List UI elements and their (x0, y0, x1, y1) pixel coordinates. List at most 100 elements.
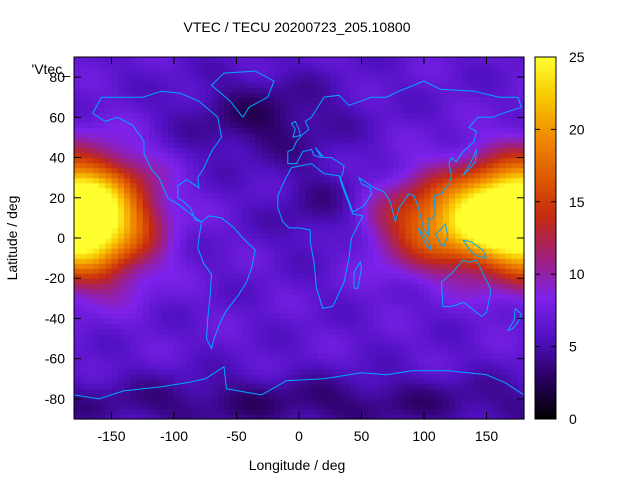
heatmap-cell (211, 343, 219, 350)
heatmap-cell (274, 328, 281, 335)
heatmap-cell (186, 328, 194, 335)
heatmap-cell (267, 72, 275, 78)
heatmap-cell (361, 393, 369, 400)
heatmap-cell (417, 102, 425, 108)
heatmap-cell (317, 122, 325, 128)
heatmap-cell (361, 157, 369, 164)
heatmap-cell (99, 157, 106, 164)
heatmap-cell (92, 102, 100, 108)
heatmap-cell (474, 132, 481, 139)
heatmap-cell (436, 373, 444, 380)
heatmap-cell (455, 112, 463, 118)
heatmap-cell (342, 232, 350, 239)
heatmap-cell (105, 373, 113, 380)
heatmap-cell (505, 72, 513, 78)
heatmap-cell (430, 333, 438, 340)
heatmap-cell (192, 328, 200, 335)
heatmap-cell (105, 323, 113, 330)
heatmap-cell (224, 353, 231, 360)
heatmap-cell (486, 393, 494, 400)
heatmap-cell (124, 238, 131, 244)
heatmap-cell (255, 147, 263, 154)
heatmap-cell (461, 207, 469, 214)
heatmap-cell (411, 413, 419, 420)
heatmap-cell (230, 177, 238, 184)
heatmap-cell (174, 393, 181, 400)
heatmap-cell (224, 222, 231, 229)
heatmap-cell (180, 388, 188, 395)
heatmap-cell (286, 102, 294, 108)
heatmap-cell (511, 338, 519, 345)
heatmap-cell (149, 77, 156, 83)
heatmap-cell (142, 268, 150, 274)
heatmap-cell (80, 338, 88, 345)
heatmap-cell (367, 413, 375, 420)
heatmap-cell (242, 217, 250, 224)
heatmap-cell (292, 393, 300, 400)
heatmap-cell (105, 328, 113, 335)
heatmap-cell (480, 383, 488, 390)
heatmap-cell (286, 278, 294, 284)
heatmap-cell (155, 202, 163, 209)
heatmap-cell (92, 298, 100, 304)
heatmap-cell (511, 137, 519, 144)
heatmap-cell (255, 82, 263, 88)
heatmap-cell (242, 132, 250, 139)
heatmap-cell (399, 268, 406, 274)
heatmap-cell (280, 348, 288, 355)
heatmap-cell (317, 117, 325, 123)
heatmap-cell (161, 162, 169, 169)
heatmap-cell (374, 87, 381, 93)
heatmap-cell (299, 393, 306, 400)
heatmap-cell (367, 238, 375, 244)
heatmap-cell (92, 117, 100, 123)
heatmap-cell (186, 398, 194, 405)
heatmap-cell (349, 227, 356, 234)
heatmap-cell (411, 232, 419, 239)
heatmap-cell (211, 152, 219, 159)
heatmap-cell (236, 378, 244, 385)
heatmap-cell (449, 393, 456, 400)
heatmap-cell (492, 328, 500, 335)
heatmap-cell (130, 268, 138, 274)
heatmap-cell (517, 212, 525, 219)
heatmap-cell (211, 137, 219, 144)
heatmap-cell (499, 142, 506, 149)
heatmap-cell (499, 348, 506, 355)
heatmap-cell (155, 338, 163, 345)
heatmap-cell (199, 268, 206, 274)
heatmap-cell (361, 152, 369, 159)
heatmap-cell (155, 238, 163, 244)
heatmap-cell (511, 283, 519, 289)
heatmap-cell (424, 177, 431, 184)
heatmap-cell (480, 232, 488, 239)
heatmap-cell (186, 368, 194, 375)
heatmap-cell (130, 263, 138, 269)
heatmap-cell (199, 313, 206, 320)
heatmap-cell (442, 162, 450, 169)
heatmap-cell (267, 278, 275, 284)
heatmap-cell (174, 243, 181, 249)
heatmap-cell (367, 127, 375, 134)
heatmap-cell (274, 152, 281, 159)
heatmap-cell (261, 202, 269, 209)
heatmap-cell (355, 293, 363, 299)
heatmap-cell (261, 137, 269, 144)
heatmap-cell (236, 197, 244, 204)
heatmap-cell (405, 107, 413, 113)
heatmap-cell (449, 82, 456, 88)
heatmap-cell (436, 258, 444, 264)
heatmap-cell (480, 162, 488, 169)
heatmap-cell (361, 248, 369, 254)
heatmap-cell (167, 232, 175, 239)
heatmap-cell (405, 273, 413, 279)
heatmap-cell (255, 258, 263, 264)
heatmap-cell (367, 102, 375, 108)
heatmap-cell (86, 388, 94, 395)
heatmap-cell (305, 87, 313, 93)
heatmap-cell (517, 398, 525, 405)
heatmap-cell (167, 87, 175, 93)
heatmap-cell (505, 308, 513, 315)
heatmap-cell (292, 238, 300, 244)
heatmap-cell (80, 413, 88, 420)
